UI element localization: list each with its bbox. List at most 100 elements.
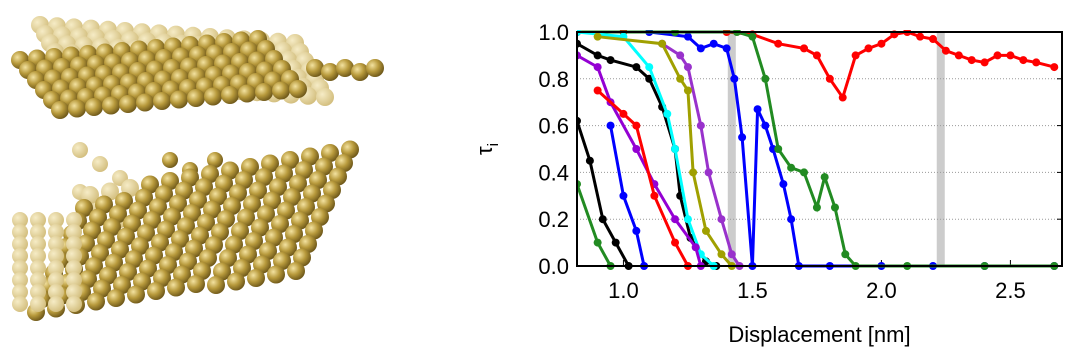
- data-point: [606, 121, 615, 130]
- atom: [297, 198, 315, 216]
- atom: [30, 272, 46, 288]
- atom: [289, 174, 307, 193]
- data-point: [593, 51, 602, 60]
- x-axis-label: Displacement [nm]: [728, 322, 910, 347]
- data-point: [632, 226, 641, 235]
- atom: [12, 296, 28, 312]
- data-point: [730, 74, 739, 83]
- atom: [162, 152, 178, 168]
- atom: [225, 235, 243, 254]
- atom: [309, 171, 327, 189]
- data-point: [632, 63, 641, 72]
- data-point: [841, 250, 850, 259]
- data-point: [774, 39, 783, 48]
- data-point: [645, 74, 654, 83]
- data-point: [671, 215, 680, 224]
- x-tick-label: 2.5: [995, 278, 1026, 303]
- atom: [66, 284, 82, 300]
- atom: [12, 260, 28, 276]
- atom: [66, 272, 82, 288]
- atom: [289, 80, 307, 98]
- highlight-band: [936, 32, 945, 266]
- data-point: [980, 58, 989, 67]
- atom: [239, 245, 257, 264]
- atom: [311, 208, 329, 226]
- atom: [303, 184, 321, 203]
- y-axis-label: τi: [472, 143, 502, 155]
- atom: [321, 144, 339, 162]
- atom: [273, 252, 291, 270]
- atom: [30, 224, 46, 240]
- atom: [12, 236, 28, 252]
- atom: [207, 152, 223, 168]
- data-point: [864, 44, 873, 53]
- atom: [213, 262, 231, 281]
- atom: [167, 278, 185, 297]
- atom: [279, 238, 297, 257]
- atom: [12, 284, 28, 300]
- atom: [12, 212, 28, 228]
- atom: [48, 272, 64, 288]
- atom: [329, 167, 347, 186]
- data-point: [717, 250, 726, 259]
- x-tick-label: 1.5: [737, 278, 768, 303]
- atom: [30, 296, 46, 312]
- data-point: [787, 215, 796, 224]
- data-point: [650, 191, 659, 200]
- data-point: [820, 173, 829, 182]
- atom: [299, 235, 317, 253]
- atom: [323, 181, 341, 199]
- atom: [351, 63, 369, 81]
- data-point: [812, 51, 821, 60]
- x-tick-label: 1.0: [608, 278, 639, 303]
- atom: [255, 168, 273, 186]
- data-point: [619, 191, 628, 200]
- data-point: [663, 109, 672, 118]
- data-point: [658, 39, 667, 48]
- data-point: [800, 44, 809, 53]
- atom: [66, 260, 82, 276]
- atom: [247, 269, 265, 287]
- plot-frame: [576, 31, 1063, 267]
- atom: [291, 211, 309, 230]
- series-group: [577, 30, 1059, 270]
- atom: [68, 99, 86, 118]
- atom: [259, 242, 277, 260]
- data-point: [671, 238, 680, 247]
- data-point: [722, 44, 731, 53]
- atom: [263, 191, 281, 210]
- atom: [30, 260, 46, 276]
- data-point: [585, 156, 594, 165]
- y-tick-label: 0.4: [538, 160, 569, 185]
- data-point: [967, 56, 976, 65]
- atom: [251, 218, 269, 237]
- atom: [30, 284, 46, 300]
- atom: [48, 248, 64, 264]
- data-point: [1050, 63, 1059, 72]
- data-point: [645, 63, 654, 72]
- data-point: [993, 51, 1002, 60]
- plot: 0.0 0.2 0.4 0.6 0.8 1.0 1.0 1.5 2.0 2.5 Displaceme…: [472, 20, 1063, 347]
- data-point: [689, 168, 698, 177]
- data-point: [676, 74, 685, 83]
- atom: [221, 86, 239, 104]
- atom: [287, 262, 305, 280]
- atom: [249, 181, 267, 200]
- atom: [147, 282, 165, 300]
- atom: [267, 265, 285, 284]
- data-point: [830, 203, 839, 212]
- data-point: [593, 238, 602, 247]
- data-point: [916, 32, 925, 41]
- atom: [366, 59, 384, 77]
- y-axis-label-main: τ: [472, 146, 497, 155]
- atom: [257, 205, 275, 223]
- y-tick-label: 0.0: [538, 254, 569, 279]
- data-point: [838, 93, 847, 102]
- data-point: [683, 86, 692, 95]
- atom: [136, 93, 154, 112]
- y-axis-label-sub: i: [485, 143, 502, 146]
- atom: [315, 157, 333, 176]
- atom: [293, 248, 311, 267]
- atom: [207, 276, 225, 294]
